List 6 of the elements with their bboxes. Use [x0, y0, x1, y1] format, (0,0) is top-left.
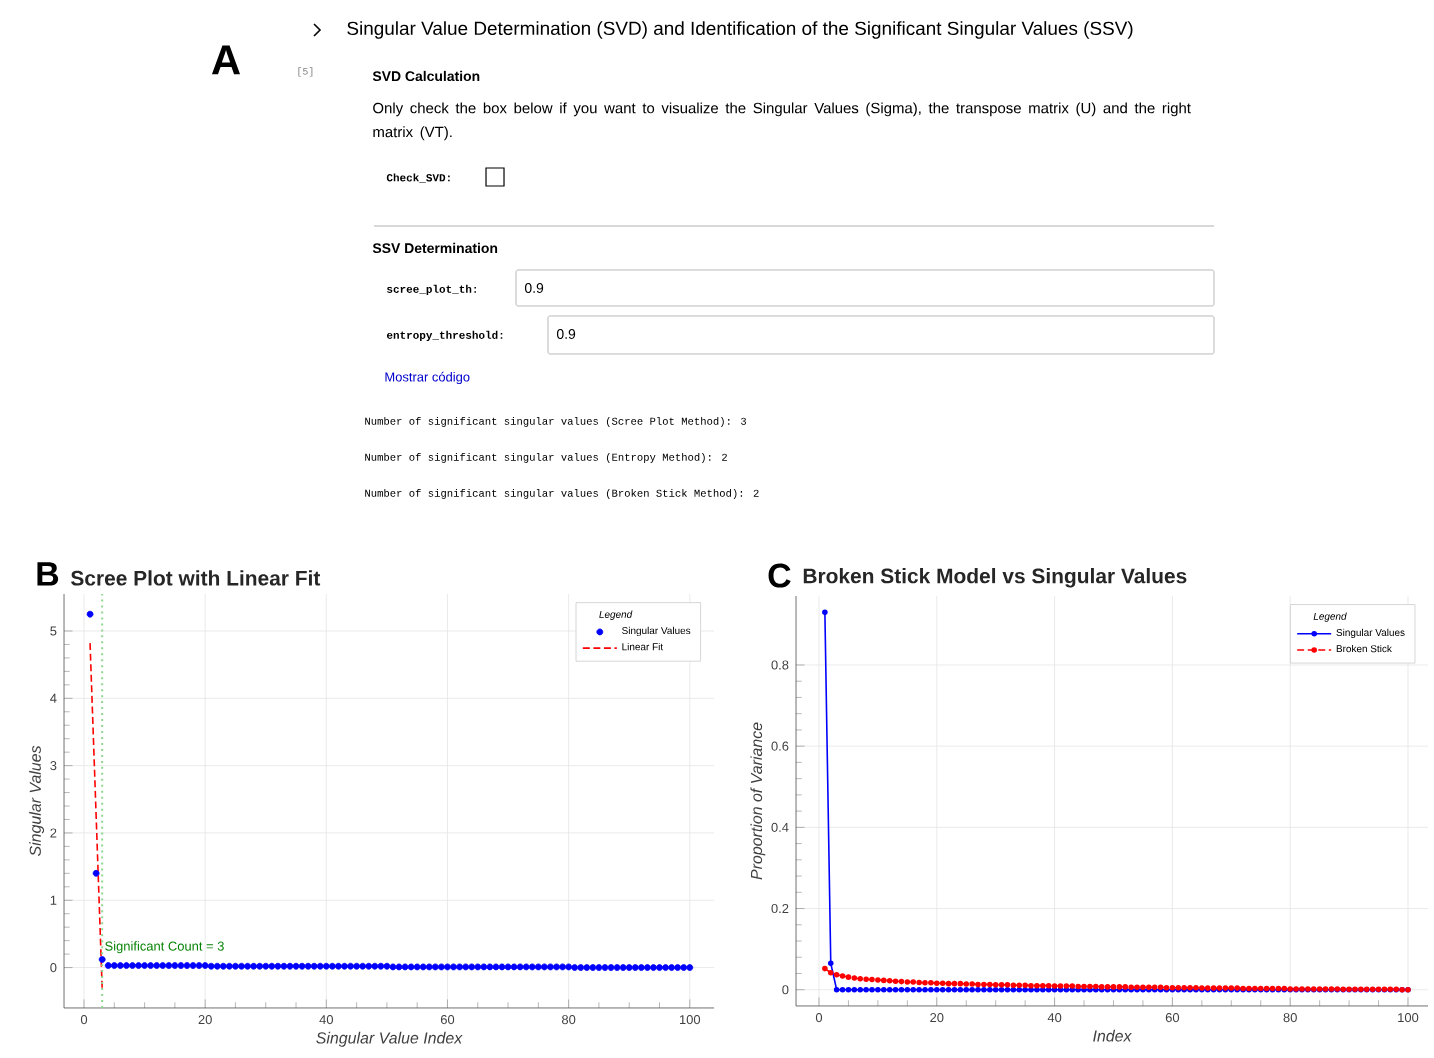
text: A — [211, 45, 241, 75]
chart-title: Scree Plot with Linear Fit — [70, 570, 321, 586]
text: B — [37, 562, 59, 586]
text: C — [768, 563, 791, 588]
text: Singular Value Determination (SVD) and Identification of the Significant Singular Values (SSV) — [347, 21, 1133, 39]
chart-title: Broken Stick Model vs Singular Values — [803, 568, 1187, 588]
